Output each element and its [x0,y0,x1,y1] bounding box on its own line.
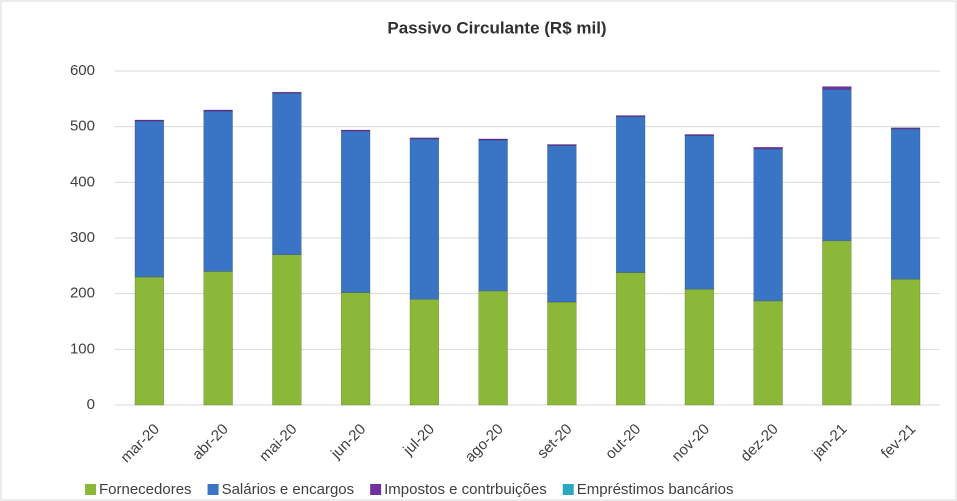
bar-segment [547,144,577,146]
legend-label: Impostos e contrbuições [384,481,547,498]
bar-segment [890,278,921,406]
bar-segment [753,146,783,150]
bar-segment [340,130,371,293]
bar-segment [203,109,233,112]
bar-segment [822,89,852,242]
bar-segment [684,134,715,136]
bar-segment [203,110,233,272]
legend-swatch [85,484,96,495]
bar-segment [478,139,508,292]
y-tick-label: 600 [70,62,95,79]
bar-segment [409,138,440,300]
y-tick-label: 300 [70,229,95,246]
legend-label: Fornecedores [99,481,192,498]
y-tick-label: 0 [87,396,95,413]
bar-segment [272,91,302,94]
bar-segment [615,272,646,406]
bar-segment [340,129,371,132]
bar-segment [478,290,508,406]
legend-label: Salários e encargos [222,481,355,498]
bar-segment [134,120,165,278]
bar-segment [684,288,715,406]
bar-segment [753,300,783,406]
bar-segment [478,138,508,141]
bar-segment [134,276,165,406]
y-tick-label: 200 [70,285,95,302]
bar-segment [272,92,302,256]
bar-segment [409,298,440,406]
y-tick-label: 100 [70,340,95,357]
bar-segment [547,145,577,303]
bar-segment [822,240,852,406]
legend-label: Empréstimos bancários [577,481,734,498]
bar-segment [134,119,165,122]
bar-segment [547,301,577,406]
bar-segment [272,254,302,406]
legend-swatch [562,484,574,495]
bar-segment [615,116,646,273]
bar-segment [615,115,646,117]
bar-segment [890,127,921,130]
chart-title: Passivo Circulante (R$ mil) [387,18,606,37]
legend-swatch [207,484,219,495]
y-tick-label: 500 [70,118,95,135]
bar-segment [684,135,715,290]
bar-segment [340,292,371,406]
bar-segment [409,137,440,140]
bar-segment [890,128,921,280]
y-tick-label: 400 [70,173,95,190]
bar-segment [753,148,783,302]
bar-segment [822,86,852,90]
bar-segment [203,271,233,406]
legend-swatch [370,484,382,495]
